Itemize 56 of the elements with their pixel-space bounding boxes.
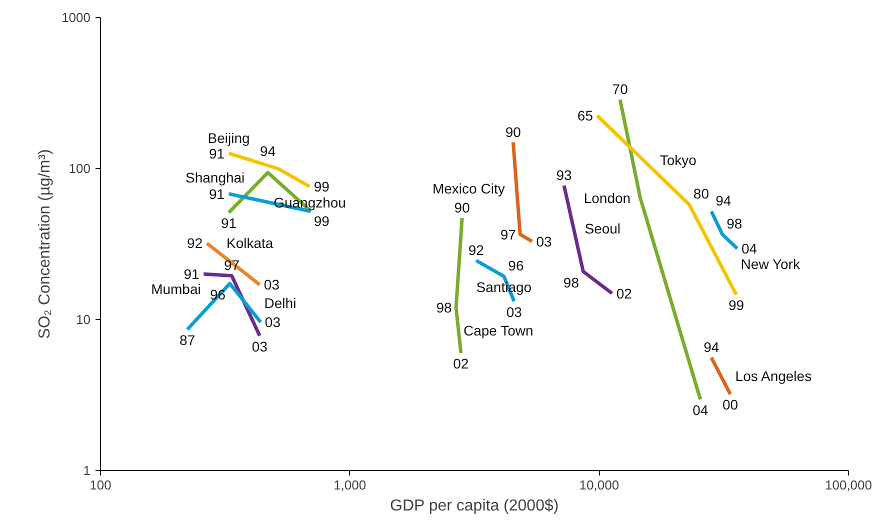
y-tick-label: 1000 — [62, 10, 90, 25]
annotation: 94 — [704, 339, 720, 356]
annotation: 04 — [741, 240, 758, 257]
annotation: 92 — [187, 235, 203, 252]
annotation: 02 — [616, 285, 632, 302]
series-label: Seoul — [584, 220, 621, 237]
series-label: Mumbai — [151, 281, 201, 298]
y-tick-label: 1 — [83, 463, 91, 478]
annotation: 91 — [209, 145, 225, 162]
annotation: 87 — [180, 332, 196, 348]
y-axis-title: SO₂ Concentration (µg/m³) — [36, 149, 54, 339]
x-axis-title: GDP per capita (2000$) — [390, 498, 559, 514]
x-tick-label: 10,000 — [579, 478, 620, 492]
annotation: 65 — [577, 108, 594, 124]
annotation: 70 — [612, 81, 628, 98]
annotation: 03 — [264, 314, 281, 330]
annotation: 91 — [184, 266, 200, 282]
annotation: 03 — [536, 233, 552, 250]
annotation: 97 — [500, 226, 516, 242]
annotation: 96 — [508, 257, 524, 274]
annotation: 94 — [260, 143, 276, 160]
annotation: 90 — [505, 124, 522, 140]
annotation: 98 — [436, 300, 452, 316]
series-label: Mexico City — [432, 180, 505, 196]
series-label: London — [584, 190, 631, 206]
annotation: 03 — [264, 276, 280, 293]
annotation: 98 — [563, 274, 580, 290]
annotation: 80 — [693, 185, 710, 202]
annotation: 03 — [252, 338, 268, 354]
series-label: Cape Town — [463, 322, 534, 338]
series-label: Tokyo — [660, 152, 697, 168]
series-label: Delhi — [264, 294, 296, 311]
annotation: 98 — [726, 215, 742, 232]
series-label: Beijing — [208, 130, 250, 146]
annotation: 91 — [209, 186, 225, 202]
annotation: 03 — [506, 304, 522, 320]
annotation: 99 — [728, 297, 744, 314]
series-label: Kolkata — [226, 235, 274, 252]
x-tick-label: 100 — [90, 478, 112, 492]
y-tick-label: 10 — [76, 312, 91, 327]
annotation: 92 — [468, 242, 484, 258]
annotation: 91 — [221, 215, 237, 232]
annotation: 90 — [454, 200, 470, 216]
annotation: 99 — [314, 213, 330, 230]
annotation: 99 — [314, 178, 330, 194]
annotation: 00 — [722, 396, 738, 413]
annotation: 02 — [453, 356, 469, 372]
series-label: Shanghai — [186, 169, 245, 186]
annotation: 94 — [716, 192, 732, 208]
annotation: 93 — [556, 167, 572, 184]
annotation: 04 — [692, 402, 708, 418]
series-label: New York — [740, 256, 801, 272]
x-tick-label: 1,000 — [334, 478, 366, 492]
x-tick-label: 100,000 — [825, 478, 872, 492]
y-tick-label: 100 — [68, 161, 91, 176]
series-label: Los Angeles — [735, 368, 812, 384]
